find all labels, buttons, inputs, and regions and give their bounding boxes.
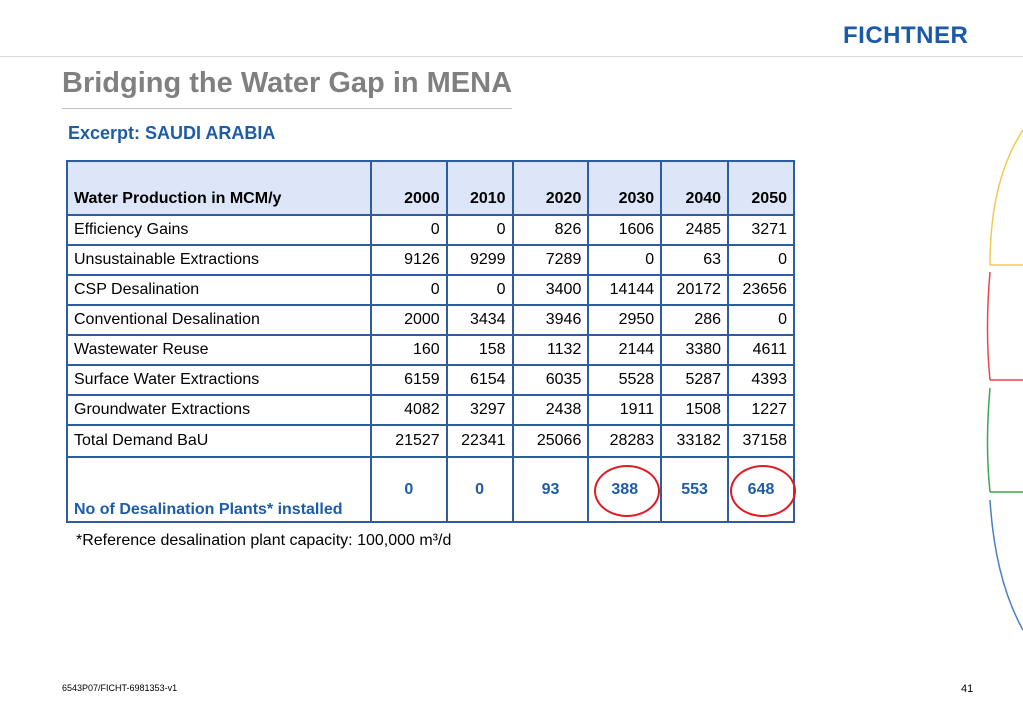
row-label: Efficiency Gains (66, 214, 372, 246)
value-cell: 3297 (445, 394, 514, 426)
value-cell: 1508 (660, 394, 730, 426)
header-label-cell: Water Production in MCM/y (66, 160, 372, 216)
value-cell: 21527 (369, 424, 448, 458)
value-cell: 158 (445, 334, 514, 366)
header-divider (0, 56, 1023, 57)
value-cell: 3434 (445, 304, 514, 336)
value-cell: 2438 (511, 394, 590, 426)
table-row: CSP Desalination 0 0 3400 14144 20172 23… (66, 274, 795, 306)
value-cell: 0 (445, 456, 514, 523)
row-label: CSP Desalination (66, 274, 372, 306)
value-cell: 23656 (727, 274, 795, 306)
title-underline (62, 108, 512, 109)
value-cell: 37158 (727, 424, 795, 458)
value-cell: 7289 (511, 244, 590, 276)
value-cell: 3946 (511, 304, 590, 336)
value-cell: 2950 (587, 304, 663, 336)
water-production-table: Water Production in MCM/y 2000 2010 2020… (66, 160, 795, 523)
year-header-cell: 2000 (369, 160, 448, 216)
year-header-cell: 2030 (587, 160, 663, 216)
value-cell: 9299 (445, 244, 514, 276)
footnote: *Reference desalination plant capacity: … (76, 532, 452, 549)
value-cell: 4393 (727, 364, 795, 396)
page-subtitle: Excerpt: SAUDI ARABIA (68, 123, 276, 143)
year-header-cell: 2050 (727, 160, 795, 216)
value-cell: 3400 (511, 274, 590, 306)
value-cell: 4611 (727, 334, 795, 366)
value-cell: 3271 (727, 214, 795, 246)
year-header-cell: 2040 (660, 160, 730, 216)
row-label: Conventional Desalination (66, 304, 372, 336)
value-cell: 2485 (660, 214, 730, 246)
row-label: Wastewater Reuse (66, 334, 372, 366)
table-row: Unsustainable Extractions 9126 9299 7289… (66, 244, 795, 276)
table-row: Wastewater Reuse 160 158 1132 2144 3380 … (66, 334, 795, 366)
value-cell: 826 (511, 214, 590, 246)
value-cell: 0 (727, 304, 795, 336)
value-cell: 9126 (369, 244, 448, 276)
year-header-cell: 2020 (511, 160, 590, 216)
circled-value-cell: 648 (727, 456, 795, 523)
table-row: Efficiency Gains 0 0 826 1606 2485 3271 (66, 214, 795, 246)
value-cell: 6159 (369, 364, 448, 396)
value-cell: 0 (445, 274, 514, 306)
row-label: Groundwater Extractions (66, 394, 372, 426)
value-cell: 0 (727, 244, 795, 276)
value-cell: 0 (369, 214, 448, 246)
table-row: Groundwater Extractions 4082 3297 2438 1… (66, 394, 795, 426)
value-cell: 22341 (445, 424, 514, 458)
value-cell: 6035 (511, 364, 590, 396)
value-cell: 553 (660, 456, 730, 523)
table-row: Surface Water Extractions 6159 6154 6035… (66, 364, 795, 396)
value-cell: 0 (369, 456, 448, 523)
value-cell: 0 (369, 274, 448, 306)
circled-value-cell: 388 (587, 456, 663, 523)
value-cell: 0 (445, 214, 514, 246)
value-cell: 25066 (511, 424, 590, 458)
row-label: Unsustainable Extractions (66, 244, 372, 276)
table-header-row: Water Production in MCM/y 2000 2010 2020… (66, 160, 795, 216)
value-cell: 0 (587, 244, 663, 276)
table-row: Conventional Desalination 2000 3434 3946… (66, 304, 795, 336)
value-cell: 1227 (727, 394, 795, 426)
row-label: Total Demand BaU (66, 424, 372, 458)
value-cell: 14144 (587, 274, 663, 306)
value-cell: 286 (660, 304, 730, 336)
value-cell: 2144 (587, 334, 663, 366)
value-cell: 1911 (587, 394, 663, 426)
value-cell: 20172 (660, 274, 730, 306)
year-header-cell: 2010 (445, 160, 514, 216)
value-cell: 160 (369, 334, 448, 366)
highlight-circle: 388 (611, 480, 639, 498)
value-cell: 1606 (587, 214, 663, 246)
row-label: No of Desalination Plants* installed (66, 456, 372, 523)
value-cell: 1132 (511, 334, 590, 366)
value-cell: 93 (511, 456, 590, 523)
fichtner-logo: FICHTNER (843, 22, 969, 49)
total-demand-row: Total Demand BaU 21527 22341 25066 28283… (66, 424, 795, 458)
value-cell: 33182 (660, 424, 730, 458)
value-cell: 6154 (445, 364, 514, 396)
desalination-plants-row: No of Desalination Plants* installed 0 0… (66, 456, 795, 523)
document-id: 6543P07/FICHT-6981353-v1 (62, 683, 178, 693)
value-cell: 63 (660, 244, 730, 276)
value-cell: 3380 (660, 334, 730, 366)
page-title: Bridging the Water Gap in MENA (62, 67, 513, 99)
decorative-arcs (986, 129, 1023, 631)
value-cell: 5528 (587, 364, 663, 396)
value-cell: 2000 (369, 304, 448, 336)
highlight-circle: 648 (747, 480, 775, 498)
page-number: 41 (961, 683, 974, 695)
value-cell: 4082 (369, 394, 448, 426)
value-cell: 28283 (587, 424, 663, 458)
row-label: Surface Water Extractions (66, 364, 372, 396)
value-cell: 5287 (660, 364, 730, 396)
